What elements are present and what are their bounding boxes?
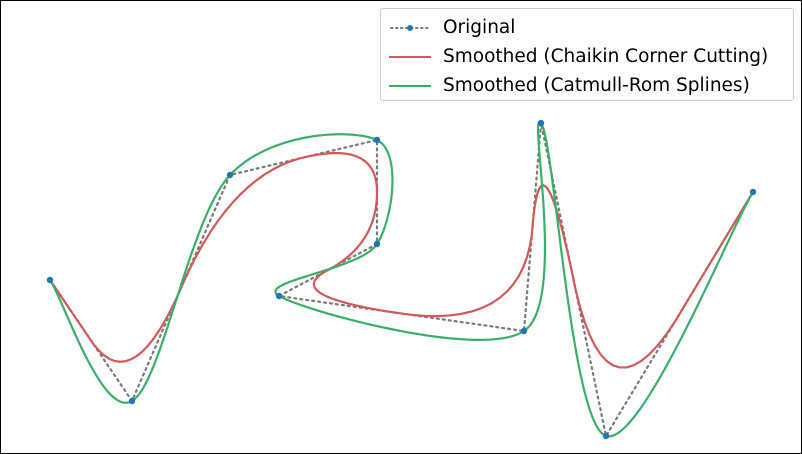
legend-swatch-chaikin (389, 56, 431, 58)
legend-swatch-catmull-rom (389, 85, 431, 87)
chaikin-line (49, 151, 754, 369)
original-point-marker (749, 188, 757, 196)
legend: Original Smoothed (Chaikin Corner Cuttin… (380, 8, 794, 101)
original-point-marker (373, 136, 381, 144)
original-point-marker (373, 240, 381, 248)
catmull-rom-line (49, 120, 754, 438)
original-point-marker (602, 432, 610, 440)
original-point-marker (46, 276, 54, 284)
legend-swatch-original (390, 25, 430, 31)
legend-label-chaikin: Smoothed (Chaikin Corner Cutting) (443, 46, 769, 67)
original-point-marker (128, 397, 136, 405)
original-point-marker (520, 327, 528, 335)
original-markers (46, 119, 757, 440)
original-point-marker (226, 171, 234, 179)
original-point-marker (275, 292, 283, 300)
legend-label-original: Original (443, 17, 516, 38)
legend-label-catmull-rom: Smoothed (Catmull-Rom Splines) (443, 75, 750, 96)
original-line (48, 122, 755, 439)
original-point-marker (537, 119, 545, 127)
